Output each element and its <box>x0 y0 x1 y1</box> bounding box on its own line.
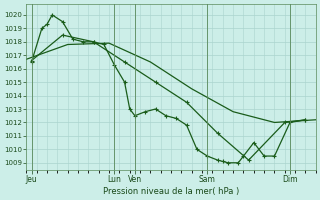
X-axis label: Pression niveau de la mer( hPa ): Pression niveau de la mer( hPa ) <box>103 187 239 196</box>
